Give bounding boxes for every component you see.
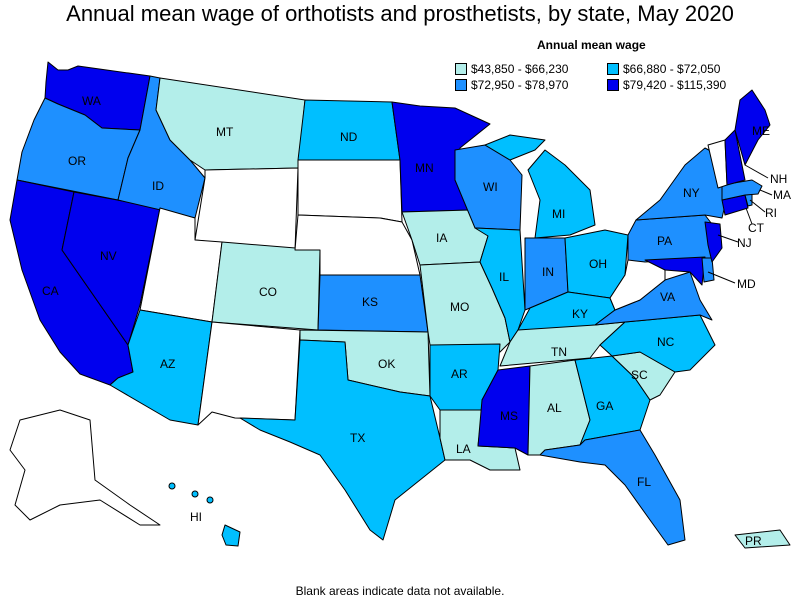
legend-swatch xyxy=(607,63,619,75)
legend: Annual mean wage $43,850 - $66,230 $66,8… xyxy=(455,38,785,92)
label-va: VA xyxy=(660,290,675,304)
label-ia: IA xyxy=(436,231,447,245)
label-mi: MI xyxy=(552,207,565,221)
label-ms: MS xyxy=(500,409,518,423)
state-labels: WA OR CA NV ID MT AZ CO ND KS OK TX MN I… xyxy=(42,94,791,548)
state-me xyxy=(734,89,771,166)
state-hi xyxy=(168,482,241,547)
legend-items: $43,850 - $66,230 $66,880 - $72,050 $72,… xyxy=(455,62,785,92)
label-ca: CA xyxy=(42,284,59,298)
label-sc: SC xyxy=(631,368,648,382)
label-ga: GA xyxy=(596,399,613,413)
legend-item: $72,950 - $78,970 xyxy=(455,78,607,92)
state-pa xyxy=(627,214,719,263)
label-az: AZ xyxy=(160,357,175,371)
label-ct: CT xyxy=(748,221,765,235)
label-or: OR xyxy=(68,154,86,168)
label-md: MD xyxy=(737,277,756,291)
label-ks: KS xyxy=(362,295,378,309)
legend-label: $66,880 - $72,050 xyxy=(623,62,721,76)
label-hi: HI xyxy=(190,510,202,524)
label-mt: MT xyxy=(216,125,234,139)
label-ma: MA xyxy=(773,188,791,202)
label-mn: MN xyxy=(415,161,434,175)
legend-item: $79,420 - $115,390 xyxy=(607,78,785,92)
label-oh: OH xyxy=(589,257,607,271)
label-me: ME xyxy=(752,124,770,138)
label-wa: WA xyxy=(82,94,101,108)
label-nv: NV xyxy=(100,249,117,263)
legend-title: Annual mean wage xyxy=(537,38,646,52)
state-nm xyxy=(197,321,301,426)
state-md xyxy=(644,256,706,286)
legend-item: $43,850 - $66,230 xyxy=(455,62,607,76)
legend-label: $79,420 - $115,390 xyxy=(623,78,727,92)
label-ny: NY xyxy=(683,186,700,200)
label-in: IN xyxy=(542,265,554,279)
legend-swatch xyxy=(455,79,467,91)
label-tn: TN xyxy=(551,345,567,359)
state-ma xyxy=(721,179,763,201)
state-mi xyxy=(484,134,596,239)
label-ri: RI xyxy=(765,206,777,220)
label-nj: NJ xyxy=(737,236,752,250)
label-nc: NC xyxy=(657,335,675,349)
label-wi: WI xyxy=(483,180,498,194)
label-il: IL xyxy=(499,270,509,284)
label-tx: TX xyxy=(350,431,365,445)
legend-swatch xyxy=(607,79,619,91)
state-nj xyxy=(704,221,723,263)
label-ky: KY xyxy=(572,307,588,321)
label-ok: OK xyxy=(378,357,395,371)
leader-lines xyxy=(707,164,773,284)
state-pr xyxy=(734,529,791,549)
state-ak xyxy=(9,409,161,526)
label-al: AL xyxy=(547,401,562,415)
state-wy xyxy=(194,167,299,251)
label-nh: NH xyxy=(770,172,787,186)
legend-item: $66,880 - $72,050 xyxy=(607,62,785,76)
legend-label: $43,850 - $66,230 xyxy=(471,62,569,76)
state-sd xyxy=(297,159,403,223)
label-ar: AR xyxy=(451,367,468,381)
state-il xyxy=(474,227,526,343)
label-id: ID xyxy=(152,179,164,193)
state-fl xyxy=(539,429,686,546)
state-nh xyxy=(724,129,746,186)
state-tx xyxy=(239,339,446,541)
label-pa: PA xyxy=(657,234,672,248)
legend-swatch xyxy=(455,63,467,75)
label-fl: FL xyxy=(637,475,651,489)
label-la: LA xyxy=(456,442,471,456)
label-pr: PR xyxy=(745,534,762,548)
state-de xyxy=(701,257,715,283)
label-nd: ND xyxy=(340,130,358,144)
label-co: CO xyxy=(259,285,277,299)
legend-label: $72,950 - $78,970 xyxy=(471,78,569,92)
map-title: Annual mean wage of orthotists and prost… xyxy=(66,1,734,26)
label-mo: MO xyxy=(450,300,469,314)
footnote: Blank areas indicate data not available. xyxy=(295,584,505,598)
